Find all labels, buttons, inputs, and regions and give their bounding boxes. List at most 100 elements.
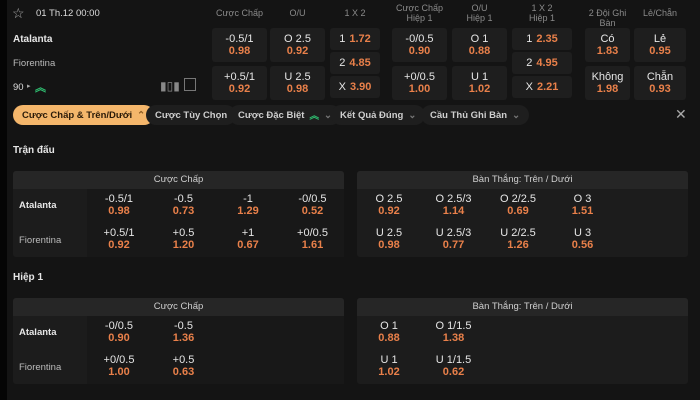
column-header: Cược Chấp Hiệp 1	[396, 3, 443, 23]
filter-label: Kết Quả Đúng	[340, 109, 404, 121]
table-header: Cược Chấp	[13, 298, 344, 316]
odds-button-btts[interactable]: Không 1.98	[585, 66, 630, 100]
odds-line: +0/0.5	[404, 71, 435, 83]
odds-line: U 2.5	[375, 227, 403, 239]
odds-button-x12[interactable]: 1 1.72	[330, 28, 380, 50]
odds-value: 0.90	[408, 45, 431, 57]
odds-button[interactable]: +1 0.67	[218, 227, 278, 251]
odds-line: 2	[339, 57, 346, 69]
odds-value: 0.69	[507, 205, 529, 217]
odds-line: U 3	[573, 227, 592, 239]
close-icon[interactable]: ✕	[675, 106, 687, 122]
odds-line: Không	[591, 71, 624, 83]
odds-line: 1	[526, 33, 533, 45]
filter-tab[interactable]: Cược Chấp & Trên/Dưới ⌃	[13, 105, 155, 125]
odds-value: 2.35	[536, 33, 558, 45]
odds-value: 1.26	[507, 239, 529, 251]
odds-table: Bàn Thắng: Trên / Dưới O 1 0.88 O 1/1.5 1.38…	[357, 298, 688, 384]
odds-button[interactable]: -0/0.5 0.90	[89, 320, 149, 344]
filter-tab[interactable]: Cược Tùy Chọn	[146, 105, 237, 125]
filter-tab[interactable]: Cầu Thủ Ghi Bàn ⌄	[421, 105, 530, 125]
odds-value: 1.83	[596, 45, 619, 57]
odds-button-handicap_h1[interactable]: -0/0.5 0.90	[392, 28, 447, 62]
chevron-down-icon: ⌄	[512, 109, 521, 121]
away-team: Fiorentina	[13, 58, 56, 69]
pitch-view-icon[interactable]	[184, 78, 196, 91]
odds-line: -0.5/1	[104, 193, 134, 205]
odds-line: +0.5/1	[103, 227, 135, 239]
odds-button[interactable]: O 2.5/3 1.14	[424, 193, 484, 217]
odds-line: -0/0.5	[405, 33, 434, 45]
odds-value: 1.00	[108, 366, 130, 378]
odds-button-x12_h1[interactable]: 2 4.95	[512, 52, 572, 74]
odds-button[interactable]: -0/0.5 0.52	[283, 193, 343, 217]
odds-button-ou_h1[interactable]: O 1 0.88	[452, 28, 507, 62]
odds-value: 0.77	[442, 239, 465, 251]
odds-button[interactable]: U 2.5 0.98	[359, 227, 419, 251]
odds-button[interactable]: -0.5 1.36	[154, 320, 214, 344]
odds-button[interactable]: O 2.5 0.92	[359, 193, 419, 217]
odds-button-oddeven[interactable]: Lẻ 0.95	[634, 28, 686, 62]
odds-button[interactable]: U 1 1.02	[359, 354, 419, 378]
odds-button[interactable]: -0.5/1 0.98	[89, 193, 149, 217]
odds-button[interactable]: -0.5 0.73	[154, 193, 214, 217]
odds-button-x12_h1[interactable]: X 2.21	[512, 76, 572, 98]
odds-button-x12[interactable]: X 3.90	[330, 76, 380, 98]
odds-button-ou_h1[interactable]: U 1 1.02	[452, 66, 507, 100]
odds-value: 0.67	[237, 239, 259, 251]
odds-button[interactable]: +0.5/1 0.92	[89, 227, 149, 251]
odds-value: 1.00	[408, 83, 431, 95]
filter-tab[interactable]: Cược Đặc Biệt ︽ ⌄	[229, 105, 341, 125]
live-trend-icon: ︽	[35, 82, 46, 94]
chevron-down-icon: ⌄	[323, 109, 332, 121]
odds-line: U 2.5	[284, 71, 311, 83]
odds-value: 0.62	[442, 366, 465, 378]
odds-button[interactable]: -1 1.29	[218, 193, 278, 217]
odds-button-ou[interactable]: U 2.5 0.98	[270, 66, 325, 100]
column-header: 2 Đội Ghi Bàn	[588, 8, 627, 28]
odds-button-ou[interactable]: O 2.5 0.92	[270, 28, 325, 62]
odds-button-x12[interactable]: 2 4.85	[330, 52, 380, 74]
match-minute: 90	[13, 82, 24, 93]
filter-tab[interactable]: Kết Quả Đúng ⌄	[331, 105, 426, 125]
odds-value: 0.56	[571, 239, 594, 251]
odds-line: Lẻ	[653, 33, 667, 45]
odds-button[interactable]: +0.5 0.63	[154, 354, 214, 378]
odds-value: 0.88	[378, 332, 400, 344]
odds-button[interactable]: U 3 0.56	[553, 227, 613, 251]
home-team: Atalanta	[13, 34, 53, 45]
odds-button[interactable]: U 2/2.5 1.26	[488, 227, 548, 251]
odds-button[interactable]: U 2.5/3 0.77	[424, 227, 484, 251]
odds-button-oddeven[interactable]: Chẵn 0.93	[634, 66, 686, 100]
stats-chart-icon[interactable]: ▮▯▮	[160, 79, 180, 93]
table-body	[87, 189, 344, 257]
odds-button[interactable]: U 1/1.5 0.62	[424, 354, 484, 378]
odds-line: U 1	[380, 354, 398, 366]
odds-button-x12_h1[interactable]: 1 2.35	[512, 28, 572, 50]
odds-line: U 1/1.5	[435, 354, 472, 366]
odds-button[interactable]: +0/0.5 1.00	[89, 354, 149, 378]
odds-button[interactable]: +0.5 1.20	[154, 227, 214, 251]
live-trend-icon: ︽	[309, 111, 319, 122]
odds-button-handicap_h1[interactable]: +0/0.5 1.00	[392, 66, 447, 100]
column-header: 1 X 2 Hiệp 1	[528, 3, 555, 23]
odds-button-handicap[interactable]: +0.5/1 0.92	[212, 66, 267, 100]
odds-value: 0.73	[172, 205, 195, 217]
odds-value: 1.20	[172, 239, 195, 251]
odds-value: 0.92	[378, 205, 400, 217]
odds-line: -0/0.5	[104, 320, 134, 332]
odds-button[interactable]: O 2/2.5 0.69	[488, 193, 548, 217]
odds-value: 1.36	[172, 332, 195, 344]
table-body	[87, 316, 344, 384]
odds-table: Cược Chấp Atalanta Fiorentina -0/0.5 0.90 -0.…	[13, 298, 344, 384]
odds-value: 1.38	[442, 332, 465, 344]
odds-button[interactable]: O 1/1.5 1.38	[424, 320, 484, 344]
odds-button[interactable]: O 1 0.88	[359, 320, 419, 344]
odds-line: +0/0.5	[103, 354, 135, 366]
odds-line: Chẵn	[646, 71, 674, 83]
odds-button[interactable]: +0/0.5 1.61	[283, 227, 343, 251]
odds-button-handicap[interactable]: -0.5/1 0.98	[212, 28, 267, 62]
odds-button-btts[interactable]: Có 1.83	[585, 28, 630, 62]
star-favorite-icon[interactable]: ☆	[12, 5, 25, 21]
odds-button[interactable]: O 3 1.51	[553, 193, 613, 217]
